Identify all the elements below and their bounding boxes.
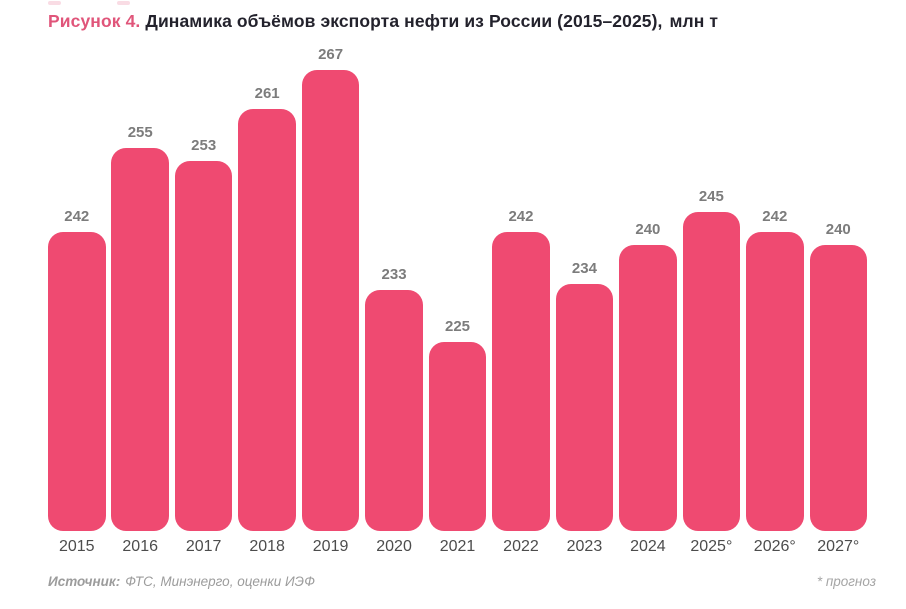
bar-value-label: 242: [762, 207, 788, 225]
bar: [809, 244, 868, 531]
bar-value-label: 240: [825, 220, 851, 238]
bar: [301, 69, 360, 531]
x-axis-label: 2017: [185, 538, 222, 555]
x-axis-label: 2015: [58, 538, 95, 555]
bar-value-label: 242: [508, 207, 534, 225]
bar-value-label: 255: [127, 123, 153, 141]
bar: [48, 231, 106, 531]
bar-value-label: 234: [571, 259, 597, 277]
x-axis-label: 2027°: [817, 538, 860, 555]
x-axis-label: 2023: [566, 538, 603, 555]
bar-value-label: 233: [381, 266, 407, 284]
bar: [682, 212, 741, 531]
bar: [111, 147, 169, 531]
bar: [238, 108, 296, 531]
x-axis-label: 2022: [503, 538, 539, 555]
forecast-note: * прогноз: [816, 574, 876, 589]
bar-value-label: 245: [698, 188, 724, 206]
bar-value-label: 253: [191, 136, 217, 154]
figure-number: Рисунок 4.: [48, 11, 141, 31]
bar: [365, 290, 423, 531]
x-axis-label: 2026°: [753, 538, 796, 555]
bar-value-label: 242: [64, 207, 90, 225]
bar: [555, 283, 614, 531]
figure-title: Рисунок 4. Динамика объёмов экспорта нефт…: [48, 11, 718, 32]
bar: [746, 231, 804, 531]
x-axis-label: 2025°: [690, 538, 733, 555]
bar-value-label: 267: [318, 45, 344, 63]
crop-artifact: [117, 1, 130, 5]
figure-title-text: Динамика объёмов экспорта нефти из Росси…: [145, 11, 663, 31]
bar-value-label: 261: [254, 84, 280, 102]
x-axis-label: 2016: [122, 538, 158, 555]
bar: [428, 341, 487, 531]
source-label: Источник:: [48, 574, 121, 589]
bar: [492, 231, 550, 531]
x-axis-label: 2019: [312, 538, 349, 555]
bar: [174, 160, 233, 531]
source-text: ФТС, Минэнерго, оценки ИЭФ: [125, 574, 316, 589]
x-axis-label: 2024: [630, 538, 666, 555]
crop-artifact: [48, 1, 61, 5]
x-axis-label: 2018: [249, 538, 285, 555]
bar: [619, 244, 677, 531]
x-axis-label: 2020: [376, 538, 412, 555]
x-axis-label: 2021: [439, 538, 476, 555]
figure-title-units: млн т: [669, 11, 719, 31]
bar-value-label: 240: [635, 220, 661, 238]
figure-footer: Источник: ФТС, Минэнерго, оценки ИЭФ * пр…: [48, 574, 876, 589]
bar-value-label: 225: [444, 317, 471, 335]
